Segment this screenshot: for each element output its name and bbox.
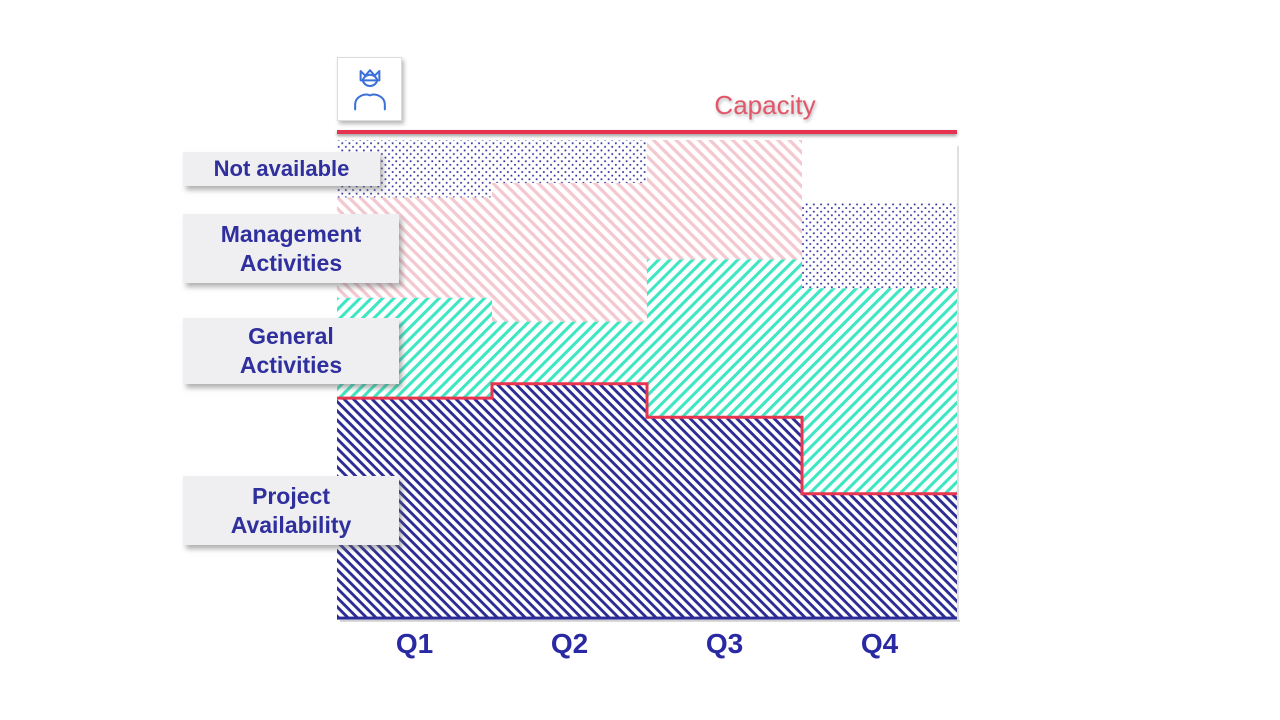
stacked-area-chart [337,140,960,622]
capacity-line [337,130,957,134]
legend-label: General [248,323,334,350]
legend-label: Availability [230,511,352,538]
x-axis-label-q1: Q1 [395,628,434,659]
x-axis-label-q2: Q2 [550,628,589,659]
legend-project-availability: Project Availability [183,476,399,545]
legend-label: Project [252,482,330,509]
legend-label: Activities [239,249,343,276]
capacity-label: Capacity [714,90,816,120]
x-axis-label-q4: Q4 [860,628,899,659]
legend-label: Not available [213,156,350,182]
legend-general-activities: General Activities [183,318,399,384]
profile-icon-box [337,57,402,121]
legend-label: Activities [239,352,343,378]
person-with-crown-icon [353,69,386,111]
legend-management-activities: Management Activities [183,214,399,283]
x-axis-label-q3: Q3 [705,628,744,659]
legend-label: Management [220,220,362,247]
legend-not-available: Not available [183,152,380,186]
x-axis-labels: Q1 Q2 Q3 Q4 [337,628,957,662]
